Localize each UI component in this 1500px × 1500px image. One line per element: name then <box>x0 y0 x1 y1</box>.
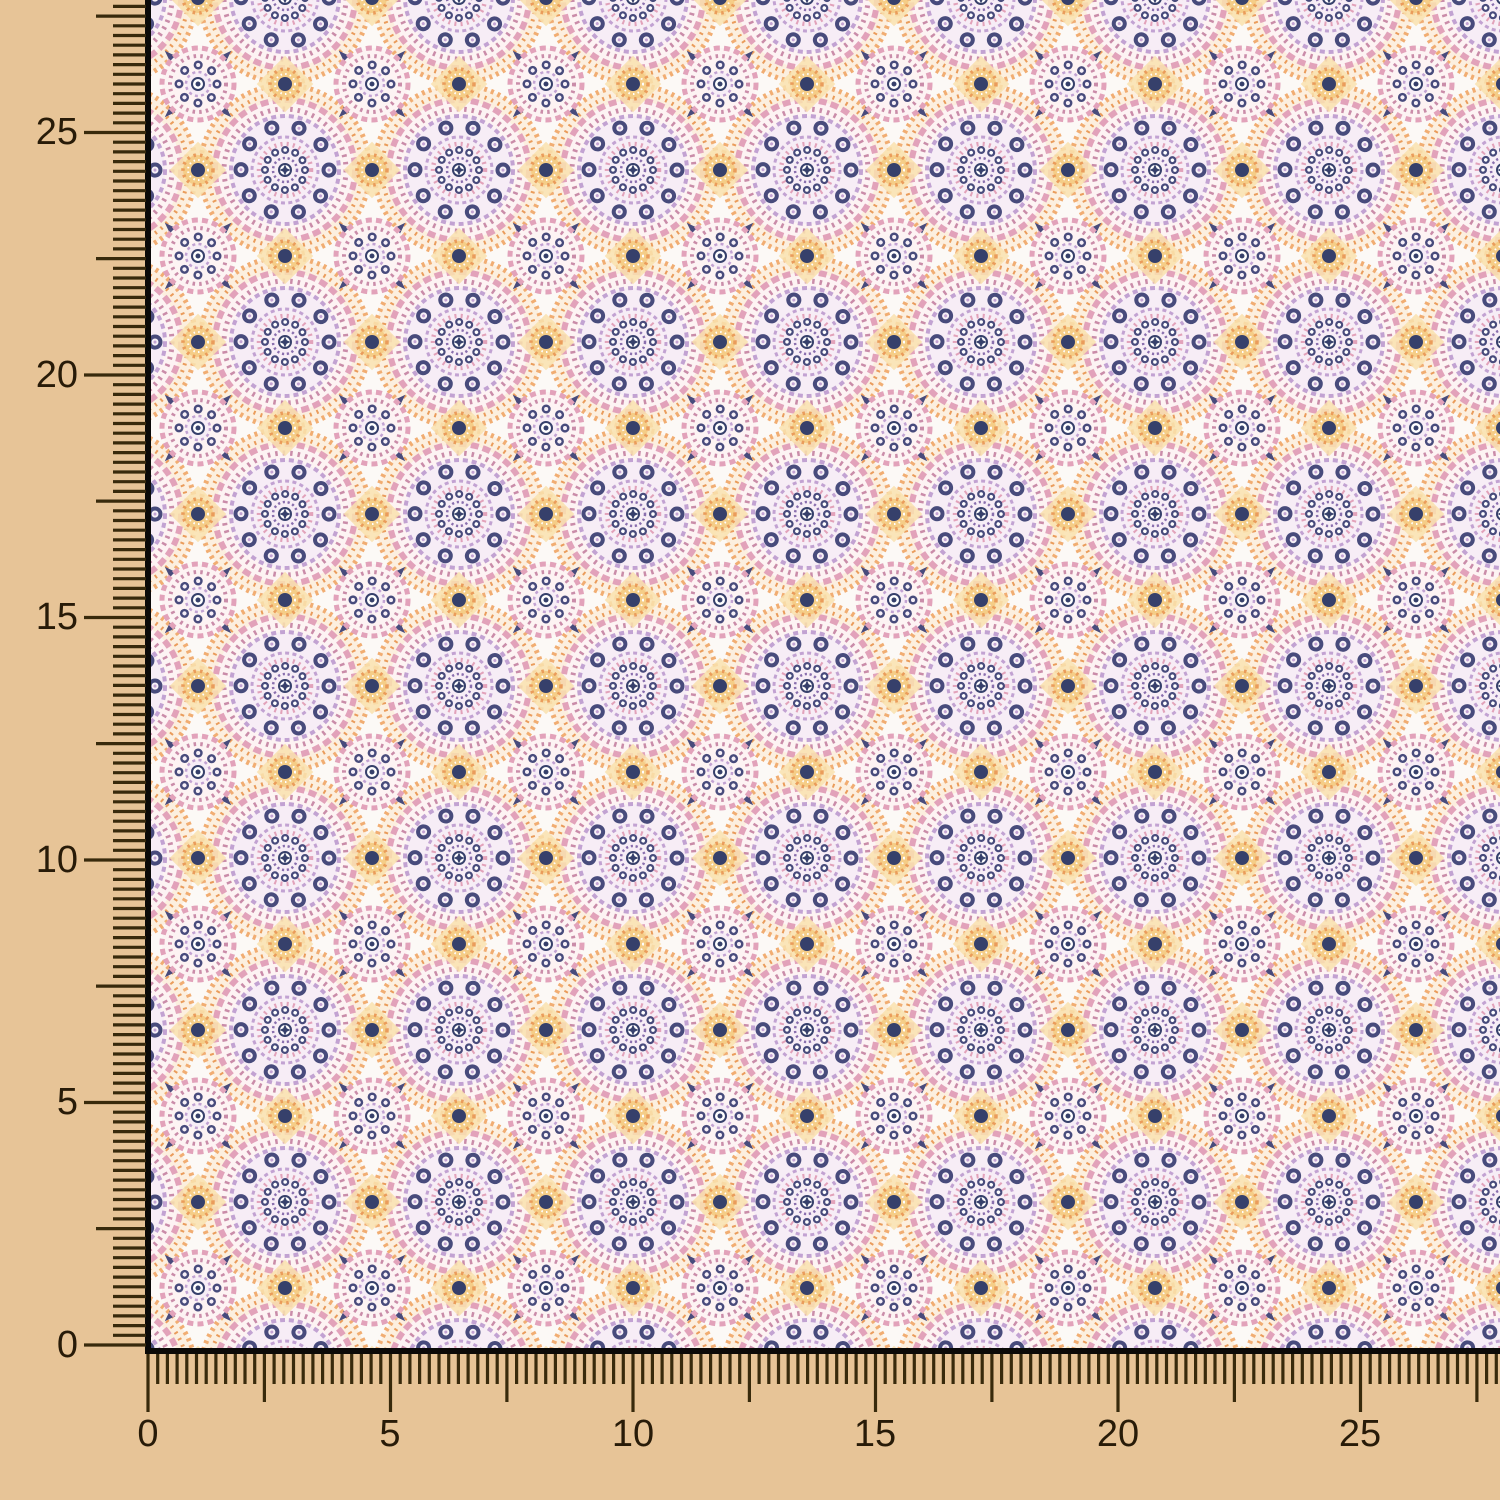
fabric-swatch <box>145 0 1500 1354</box>
left-ruler-label-0: 0 <box>56 1324 78 1366</box>
left-ruler-label-20: 20 <box>35 354 78 396</box>
left-ruler-ticks <box>84 4 146 1347</box>
bottom-ruler-label-5: 5 <box>379 1413 401 1455</box>
fabric-print-area <box>151 0 1500 1348</box>
bottom-ruler-ticks <box>146 1354 1498 1412</box>
bottom-ruler-label-0: 0 <box>137 1413 159 1455</box>
bottom-ruler-label-15: 15 <box>853 1413 897 1455</box>
fabric-pattern-svg <box>151 0 1500 1348</box>
bottom-ruler-label-20: 20 <box>1096 1413 1140 1455</box>
left-ruler-label-25: 25 <box>35 111 78 153</box>
left-ruler-label-10: 10 <box>35 839 78 881</box>
left-ruler-label-5: 5 <box>56 1081 78 1123</box>
bottom-ruler-label-10: 10 <box>611 1413 655 1455</box>
left-ruler-label-15: 15 <box>35 596 78 638</box>
bottom-ruler-label-25: 25 <box>1338 1413 1382 1455</box>
